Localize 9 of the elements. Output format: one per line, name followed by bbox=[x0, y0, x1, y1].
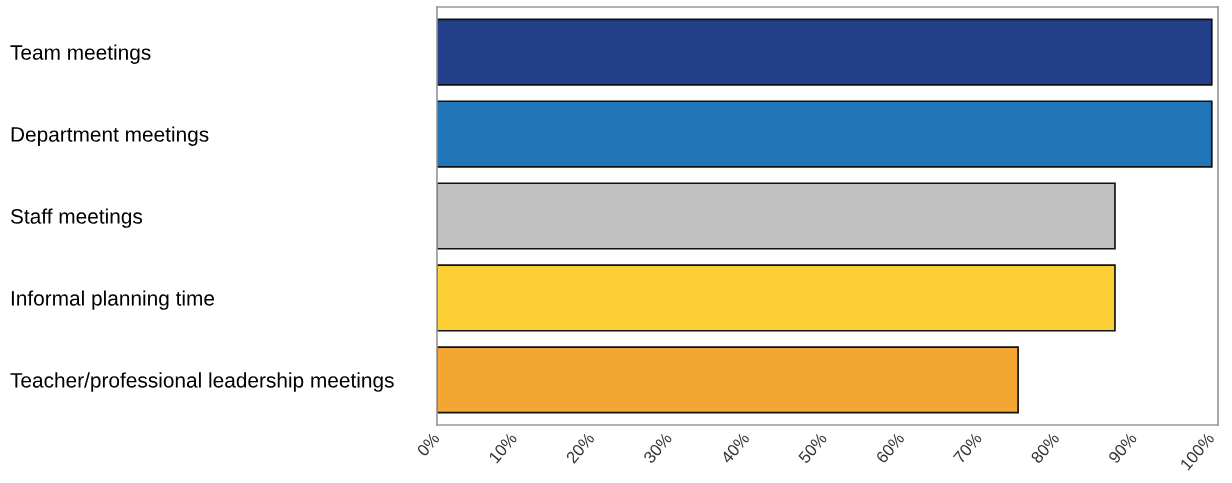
y-tick-label: Team meetings bbox=[10, 44, 151, 64]
y-tick-label: Department meetings bbox=[11, 126, 209, 146]
y-tick-label: Staff meetings bbox=[10, 208, 143, 228]
y-tick-label: Teacher/professional leadership meetings bbox=[10, 372, 394, 392]
x-tick-label: 60% bbox=[875, 431, 905, 464]
x-tick-label: 40% bbox=[720, 431, 750, 465]
x-tick-label: 70% bbox=[952, 431, 983, 464]
y-tick-label: Informal planning time bbox=[11, 290, 215, 310]
x-tick-label: 0% bbox=[416, 431, 441, 457]
